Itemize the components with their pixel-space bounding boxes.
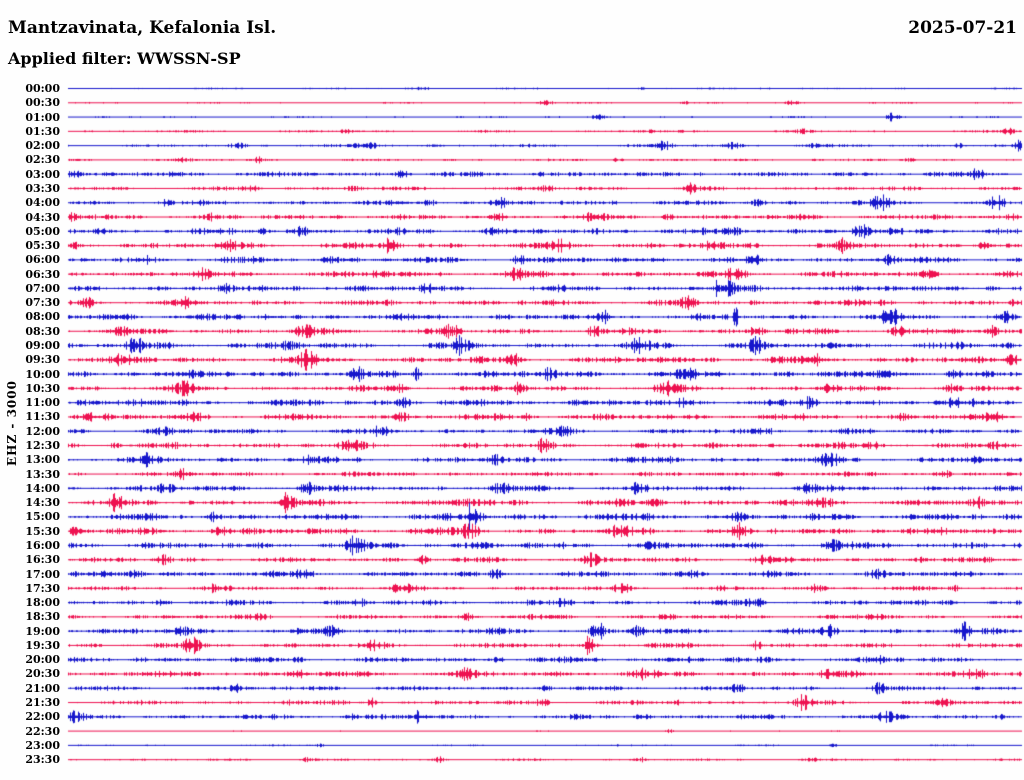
time-label: 00:00 — [25, 82, 60, 95]
time-label: 11:30 — [25, 410, 60, 424]
time-label: 22:30 — [25, 724, 60, 738]
time-label: 20:30 — [25, 667, 60, 681]
time-label: 23:30 — [25, 753, 60, 767]
time-label: 15:00 — [25, 510, 60, 524]
time-label: 21:00 — [25, 681, 60, 695]
time-label: 03:30 — [25, 181, 60, 195]
filter-label: Applied filter: WWSSN-SP — [8, 49, 241, 68]
time-label: 05:00 — [25, 224, 60, 238]
time-label: 22:00 — [25, 710, 60, 724]
time-label: 18:00 — [25, 596, 60, 610]
time-label: 19:00 — [25, 624, 60, 638]
time-label: 12:00 — [25, 424, 60, 438]
time-label: 07:30 — [25, 296, 60, 310]
time-label: 08:00 — [25, 310, 60, 324]
time-label: 06:00 — [25, 253, 60, 267]
time-label: 02:00 — [25, 139, 60, 153]
time-label: 16:30 — [25, 553, 60, 567]
time-label: 16:00 — [25, 538, 60, 552]
time-label: 03:00 — [25, 167, 60, 181]
time-label: 21:30 — [25, 696, 60, 710]
time-label: 23:00 — [25, 738, 60, 752]
time-label: 09:00 — [25, 339, 60, 353]
time-label: 04:30 — [25, 210, 60, 224]
time-label: 10:30 — [25, 381, 60, 395]
time-label: 19:30 — [25, 638, 60, 652]
time-label: 02:30 — [25, 153, 60, 167]
time-label: 11:00 — [25, 396, 60, 410]
time-label: 06:30 — [25, 267, 60, 281]
time-label: 15:30 — [25, 524, 60, 538]
time-label: 08:30 — [25, 324, 60, 338]
time-label: 14:00 — [25, 481, 60, 495]
time-label: 13:30 — [25, 467, 60, 481]
date-label: 2025-07-21 — [908, 18, 1017, 38]
station-title: Mantzavinata, Kefalonia Isl. — [8, 18, 277, 38]
time-label: 01:30 — [25, 124, 60, 138]
time-label: 17:30 — [25, 581, 60, 595]
time-label: 12:30 — [25, 439, 60, 452]
time-axis-labels: 00:00 00:30 01:00 01:30 02:00 02:30 03:00 03:30… — [0, 0, 62, 780]
time-label: 07:00 — [25, 281, 60, 295]
time-label: 00:30 — [25, 96, 60, 110]
time-label: 09:30 — [25, 353, 60, 367]
time-label: 17:00 — [25, 567, 60, 581]
time-label: 13:00 — [25, 453, 60, 467]
time-label: 01:00 — [25, 110, 60, 124]
time-label: 10:00 — [25, 367, 60, 381]
time-label: 05:30 — [25, 239, 60, 253]
time-label: 14:30 — [25, 496, 60, 510]
time-label: 20:00 — [25, 653, 60, 667]
time-label: 18:30 — [25, 610, 60, 624]
time-label: 04:00 — [25, 196, 60, 210]
